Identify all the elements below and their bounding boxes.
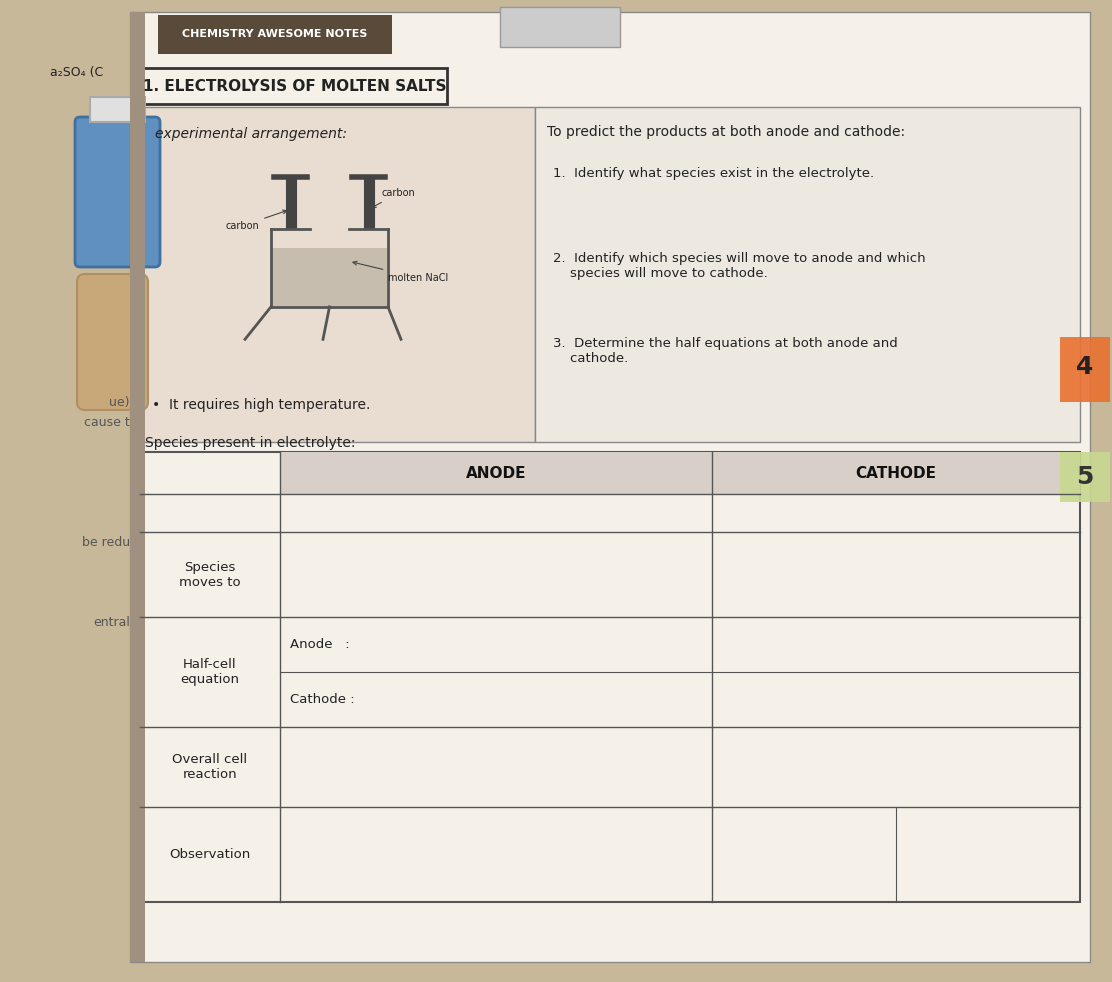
Text: 4: 4 xyxy=(1076,355,1094,379)
FancyBboxPatch shape xyxy=(143,68,447,104)
Text: ANODE: ANODE xyxy=(466,465,526,480)
Text: carbon: carbon xyxy=(226,210,287,231)
Text: Cathode :: Cathode : xyxy=(290,693,355,706)
Text: Observation: Observation xyxy=(169,848,250,861)
Text: ue): ue) xyxy=(109,396,130,409)
FancyBboxPatch shape xyxy=(77,274,148,410)
Bar xyxy=(90,97,145,122)
Text: 2.  Identify which species will move to anode and which
    species will move to: 2. Identify which species will move to a… xyxy=(553,252,925,280)
Text: 1. ELECTROLYSIS OF MOLTEN SALTS: 1. ELECTROLYSIS OF MOLTEN SALTS xyxy=(143,79,447,93)
Bar xyxy=(1060,452,1110,502)
Text: CHEMISTRY AWESOME NOTES: CHEMISTRY AWESOME NOTES xyxy=(182,29,368,39)
Text: 3.  Determine the half equations at both anode and
    cathode.: 3. Determine the half equations at both … xyxy=(553,337,897,365)
Text: Half-cell
equation: Half-cell equation xyxy=(180,658,239,686)
Bar xyxy=(130,12,145,962)
Bar xyxy=(1060,337,1110,402)
Text: be redu: be redu xyxy=(82,535,130,549)
Text: 5: 5 xyxy=(1076,465,1094,489)
Text: carbon: carbon xyxy=(373,189,415,207)
Text: experimental arrangement:: experimental arrangement: xyxy=(155,127,347,141)
Bar xyxy=(140,107,535,442)
Bar xyxy=(500,7,620,47)
Text: Species present in electrolyte:: Species present in electrolyte: xyxy=(145,436,356,450)
Bar xyxy=(140,452,1080,902)
Bar xyxy=(535,107,1080,442)
FancyBboxPatch shape xyxy=(158,15,393,54)
Text: To predict the products at both anode and cathode:: To predict the products at both anode an… xyxy=(547,125,905,139)
Text: Overall cell
reaction: Overall cell reaction xyxy=(172,753,248,781)
FancyBboxPatch shape xyxy=(75,117,160,267)
Text: CATHODE: CATHODE xyxy=(855,465,936,480)
Text: molten NaCl: molten NaCl xyxy=(353,261,448,283)
Text: a₂SO₄ (C: a₂SO₄ (C xyxy=(50,66,103,79)
Bar xyxy=(280,452,1080,494)
Text: cause t: cause t xyxy=(85,415,130,428)
Text: Anode   :: Anode : xyxy=(290,638,349,651)
Text: •  It requires high temperature.: • It requires high temperature. xyxy=(152,398,370,412)
Text: entral: entral xyxy=(93,616,130,628)
FancyBboxPatch shape xyxy=(130,12,1090,962)
Text: 1.  Identify what species exist in the electrolyte.: 1. Identify what species exist in the el… xyxy=(553,167,874,180)
Polygon shape xyxy=(272,248,387,305)
Text: Species
moves to: Species moves to xyxy=(179,561,241,588)
